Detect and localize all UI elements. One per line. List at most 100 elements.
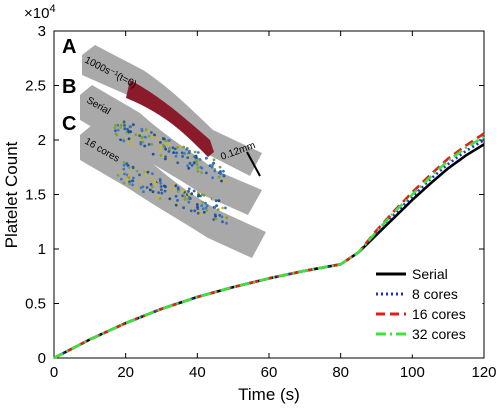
platelet-dot (122, 139, 126, 143)
platelet-dot (186, 156, 190, 160)
platelet-dot (159, 154, 163, 157)
platelet-dot (127, 173, 131, 177)
y-tick-label: 2.5 (25, 78, 46, 95)
x-axis-label: Time (s) (238, 385, 300, 404)
platelet-dot (220, 215, 224, 219)
platelet-dot (144, 173, 148, 177)
platelet-dot (119, 177, 123, 181)
inset-label-c: C (62, 113, 76, 135)
legend-box (369, 263, 483, 355)
platelet-dot (144, 135, 147, 139)
platelet-dot (143, 144, 147, 148)
platelet-dot (164, 142, 168, 145)
platelet-dot (176, 161, 180, 165)
platelet-dot (135, 169, 139, 173)
platelet-dot (195, 160, 199, 164)
platelet-dot (197, 194, 200, 198)
platelet-dot (222, 169, 225, 173)
platelet-dot (186, 197, 190, 201)
platelet-dot (216, 208, 220, 212)
platelet-dot (127, 176, 131, 179)
platelet-dot (211, 163, 215, 167)
platelet-dot (187, 189, 190, 193)
platelet-dot (129, 130, 133, 134)
platelet-dot (187, 166, 191, 170)
platelet-dots-b (113, 119, 226, 183)
platelet-dot (125, 162, 129, 166)
platelet-dot (144, 128, 148, 132)
platelet-dot (153, 133, 156, 137)
platelet-dots-c (116, 161, 229, 225)
y-tick-label: 1 (38, 241, 46, 258)
platelet-dot (146, 170, 150, 174)
inset-label-a: A (62, 36, 76, 58)
platelet-dot (199, 166, 203, 169)
platelet-dot (122, 161, 126, 165)
platelet-dot (130, 179, 134, 183)
platelet-dot (205, 171, 208, 175)
platelet-dot (126, 140, 130, 144)
platelet-dot (139, 186, 143, 190)
platelet-dot (192, 189, 196, 193)
platelet-dot (139, 142, 143, 146)
platelet-dot (125, 177, 129, 181)
legend-label: 8 cores (412, 286, 458, 302)
platelet-dot (115, 133, 119, 137)
platelet-dot (171, 146, 175, 150)
platelet-dot (225, 221, 228, 225)
platelet-dot (141, 135, 145, 139)
platelet-dot (164, 139, 168, 143)
platelet-dot (181, 155, 185, 158)
platelet-dot (202, 210, 206, 214)
platelet-dot (204, 156, 208, 160)
platelet-dot (174, 154, 178, 158)
platelet-dot (159, 145, 163, 149)
platelet-dot (138, 173, 141, 177)
platelet-dot (174, 184, 178, 188)
platelet-dot (196, 206, 200, 210)
platelet-dot (151, 190, 155, 194)
platelet-dot (147, 143, 151, 146)
platelet-dot (188, 161, 192, 165)
legend-label: Serial (412, 266, 448, 282)
platelet-dot (180, 151, 184, 155)
platelet-dot (158, 179, 162, 183)
platelet-dot (217, 199, 221, 203)
platelet-dot (187, 192, 191, 196)
platelet-dot (145, 186, 149, 189)
platelet-dot (149, 183, 153, 186)
platelet-dot (174, 203, 178, 207)
platelet-dot (132, 176, 135, 180)
platelet-dot (158, 149, 162, 152)
y-exponent-label: ×104 (24, 3, 56, 22)
platelet-dot (212, 158, 216, 162)
legend-label: 16 cores (412, 306, 466, 322)
platelet-dot (196, 169, 200, 173)
platelet-dot (221, 206, 225, 210)
platelet-dot (176, 146, 180, 149)
platelet-dot (131, 166, 135, 170)
platelet-dot (150, 131, 153, 134)
platelet-dot (119, 123, 123, 127)
platelet-dot (167, 139, 171, 142)
platelet-dot (114, 123, 118, 127)
platelet-dot (208, 164, 212, 168)
platelet-dot (188, 197, 192, 201)
platelet-dot (187, 153, 191, 157)
stenosis-clot (126, 80, 214, 157)
platelet-dot (123, 172, 126, 176)
platelet-dot (175, 151, 179, 155)
channel-b-shape (80, 85, 262, 215)
platelet-dot (122, 120, 126, 124)
platelet-dot (193, 209, 197, 213)
platelet-dot (148, 188, 152, 192)
platelet-dot (183, 198, 187, 201)
x-ticks: 0 20 40 60 80 100 120 (50, 31, 497, 381)
platelet-dot (164, 157, 167, 161)
platelet-dot (139, 179, 143, 183)
platelet-dot (113, 126, 117, 130)
platelet-dot (190, 192, 194, 196)
platelet-dot (126, 127, 129, 131)
platelet-dot (142, 190, 145, 194)
